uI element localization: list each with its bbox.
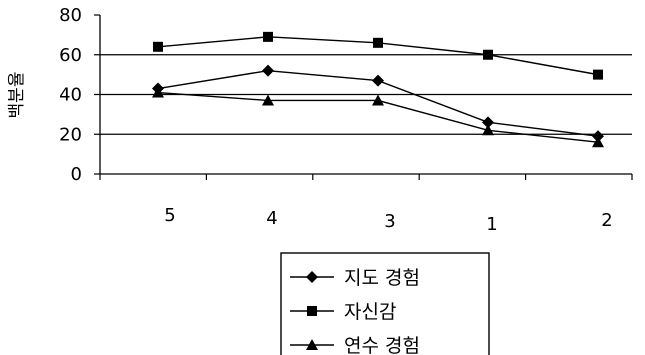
data-point (152, 86, 164, 98)
data-point (262, 64, 274, 77)
series-2 (153, 31, 603, 80)
x-tick-label: 5 (164, 205, 175, 226)
legend-label: 지도 경험 (344, 267, 420, 289)
x-tick-labels: 5 4 3 1 2 (164, 205, 612, 235)
x-tick-label: 3 (384, 211, 395, 232)
x-tick-label: 4 (266, 208, 277, 229)
y-tick-label: 40 (59, 85, 82, 106)
data-point (592, 136, 604, 148)
data-point (263, 31, 273, 42)
legend-box (280, 252, 490, 355)
y-tick-label: 0 (71, 164, 82, 185)
data-point (593, 69, 603, 80)
y-tick-label: 60 (59, 45, 82, 66)
x-tick-label: 2 (601, 210, 612, 231)
y-tick-labels: 0 20 40 60 80 (59, 5, 82, 185)
data-point (372, 74, 384, 87)
legend-marker (306, 271, 318, 283)
x-tick-label: 1 (486, 214, 497, 235)
y-tick-label: 80 (59, 5, 82, 26)
legend-item: 연수 경험 (290, 335, 420, 355)
legend-marker (306, 339, 318, 350)
legend-item: 자신감 (290, 301, 396, 323)
data-point (153, 41, 163, 52)
legend-marker (307, 306, 317, 316)
legend-label: 자신감 (344, 301, 396, 323)
data-point (372, 94, 384, 106)
data-point (482, 116, 494, 129)
y-axis-label: 백분율 (7, 72, 27, 119)
data-point (373, 37, 383, 48)
axes (94, 14, 633, 180)
data-point (483, 49, 493, 60)
legend-label: 연수 경험 (344, 335, 420, 355)
data-point (482, 124, 494, 136)
series-1 (152, 64, 604, 143)
legend-item: 지도 경험 (290, 267, 420, 289)
series-3 (152, 86, 604, 148)
series-layer (152, 31, 604, 148)
y-tick-label: 20 (59, 124, 82, 145)
data-point (262, 94, 274, 106)
